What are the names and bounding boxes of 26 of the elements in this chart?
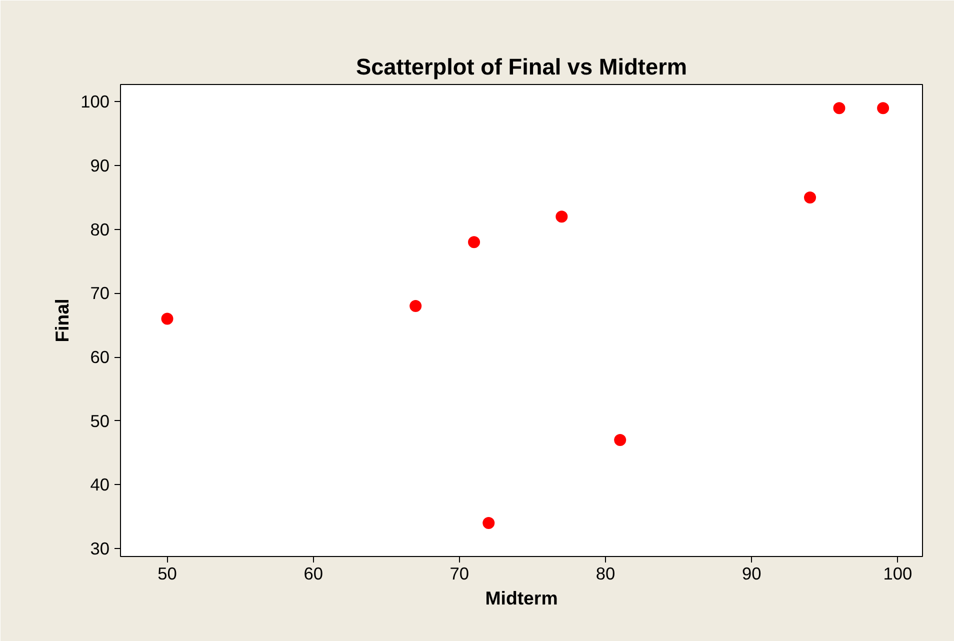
point	[804, 191, 816, 204]
x-tick-label: 50	[158, 564, 177, 584]
x-tick-label: 70	[450, 564, 470, 584]
x-tick-label: 60	[304, 564, 323, 584]
point	[614, 434, 626, 446]
point	[468, 236, 480, 248]
point	[556, 210, 568, 223]
x-tick-label: 100	[883, 564, 912, 584]
point	[482, 517, 495, 529]
point	[161, 312, 174, 325]
point	[877, 102, 890, 114]
point	[833, 102, 846, 114]
chart-title: Scatterplot of Final vs Midterm	[356, 54, 688, 80]
y-axis-title: Final	[52, 298, 73, 342]
point	[410, 300, 422, 312]
y-tick-label: 90	[90, 156, 110, 176]
y-tick-label: 70	[90, 283, 110, 304]
y-tick-label: 60	[90, 347, 110, 368]
y-tick-label: 40	[90, 474, 110, 495]
x-tick-label: 80	[596, 564, 616, 584]
y-tick-label: 50	[90, 410, 110, 431]
x-tick-label: 90	[742, 564, 762, 584]
x-axis-title: Midterm	[485, 588, 558, 608]
y-tick-label: 30	[90, 538, 110, 559]
y-tick-label: 80	[90, 219, 110, 240]
y-tick-label: 100	[80, 92, 110, 112]
